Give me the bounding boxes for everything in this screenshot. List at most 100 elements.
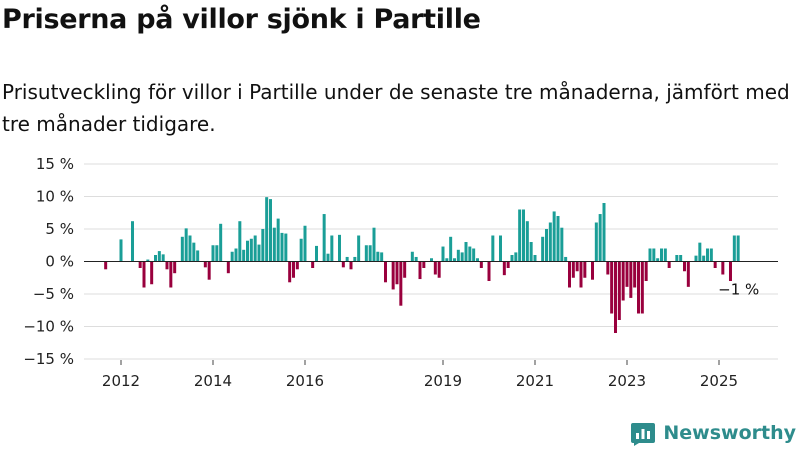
- bar: [311, 261, 315, 268]
- bar: [399, 261, 403, 306]
- bar: [713, 261, 717, 268]
- x-tick-label: 2014: [194, 372, 232, 390]
- y-tick-label: −10 %: [23, 318, 74, 336]
- bar: [257, 244, 261, 262]
- bar: [545, 229, 548, 262]
- x-tick-label: 2016: [286, 372, 324, 390]
- y-tick-label: 5 %: [45, 220, 74, 238]
- page-subtitle: Prisutveckling för villor i Partille und…: [2, 80, 790, 136]
- bar: [575, 261, 579, 272]
- bar: [479, 261, 483, 268]
- bar: [226, 261, 230, 274]
- bar: [518, 209, 522, 262]
- bar: [522, 209, 525, 262]
- bar: [514, 252, 518, 262]
- bar: [464, 242, 468, 262]
- bar: [330, 235, 334, 262]
- bar: [146, 259, 150, 262]
- bar: [192, 242, 196, 262]
- bar: [732, 235, 736, 262]
- bar: [104, 261, 108, 270]
- bars: [104, 197, 740, 333]
- y-tick-label: −15 %: [23, 350, 74, 368]
- bar: [617, 261, 621, 320]
- bar: [384, 261, 387, 283]
- bar: [249, 238, 253, 262]
- bar: [441, 246, 445, 262]
- bar: [215, 245, 219, 262]
- bar: [345, 256, 349, 262]
- bar: [602, 203, 606, 262]
- bar: [380, 252, 384, 262]
- bar: [295, 261, 299, 270]
- bar: [234, 248, 238, 262]
- bar: [683, 261, 686, 272]
- bar: [679, 255, 683, 262]
- bar: [230, 251, 234, 262]
- bar: [142, 261, 146, 288]
- bar: [579, 261, 583, 288]
- bar: [614, 261, 617, 333]
- y-axis-ticks: 15 % 10 % 5 % 0 % −5 % −10 % −15 %: [23, 155, 74, 368]
- y-tick-label: 15 %: [36, 155, 74, 173]
- bar: [621, 261, 625, 301]
- bar: [694, 255, 698, 262]
- bar: [188, 235, 192, 262]
- bar: [211, 245, 215, 262]
- bar: [472, 248, 476, 262]
- bar: [180, 236, 184, 262]
- bar: [207, 261, 211, 280]
- bar: [414, 256, 418, 262]
- bar: [280, 232, 284, 262]
- bar: [131, 221, 134, 262]
- bar: [353, 256, 357, 262]
- bar: [138, 261, 142, 268]
- bar: [648, 248, 652, 262]
- bar: [203, 261, 207, 268]
- bar: [506, 261, 510, 268]
- bar: [326, 253, 330, 262]
- bar: [349, 261, 353, 270]
- bar: [533, 255, 537, 262]
- bar: [357, 235, 361, 262]
- bar: [698, 242, 702, 262]
- bar: [736, 235, 740, 262]
- y-tick-label: −5 %: [33, 285, 74, 303]
- bar: [633, 261, 637, 288]
- bar: [303, 225, 307, 262]
- bar: [502, 261, 506, 276]
- y-tick-label: 0 %: [45, 253, 74, 271]
- bar: [368, 245, 372, 262]
- annotation-label: −1 %: [718, 281, 759, 299]
- bar: [583, 261, 587, 278]
- bar: [338, 234, 341, 262]
- bar: [196, 250, 200, 262]
- bar: [660, 248, 663, 262]
- bar: [161, 254, 165, 262]
- bar: [391, 261, 395, 290]
- brand-logo[interactable]: Newsworthy: [630, 420, 796, 446]
- page-title: Priserna på villor sjönk i Partille: [2, 4, 481, 35]
- bar: [652, 248, 656, 262]
- bar: [445, 258, 449, 262]
- bar: [430, 258, 433, 262]
- bar: [675, 255, 679, 262]
- bar: [341, 261, 345, 268]
- bar: [644, 261, 648, 281]
- bar: [157, 251, 161, 262]
- bar: [173, 261, 177, 274]
- bar: [591, 261, 594, 280]
- bar: [667, 261, 671, 268]
- x-tick-label: 2012: [102, 372, 140, 390]
- bar: [261, 229, 265, 262]
- bar: [119, 239, 123, 262]
- bar: [556, 216, 560, 262]
- bar: [253, 235, 257, 262]
- bar: [468, 246, 472, 262]
- bar: [437, 261, 441, 278]
- bar: [709, 248, 713, 262]
- x-axis-ticks: 2012 2014 2016 2019 2021 2023 2025: [102, 360, 738, 390]
- bar: [598, 214, 602, 262]
- x-tick-label: 2021: [516, 372, 554, 390]
- bar: [410, 251, 414, 262]
